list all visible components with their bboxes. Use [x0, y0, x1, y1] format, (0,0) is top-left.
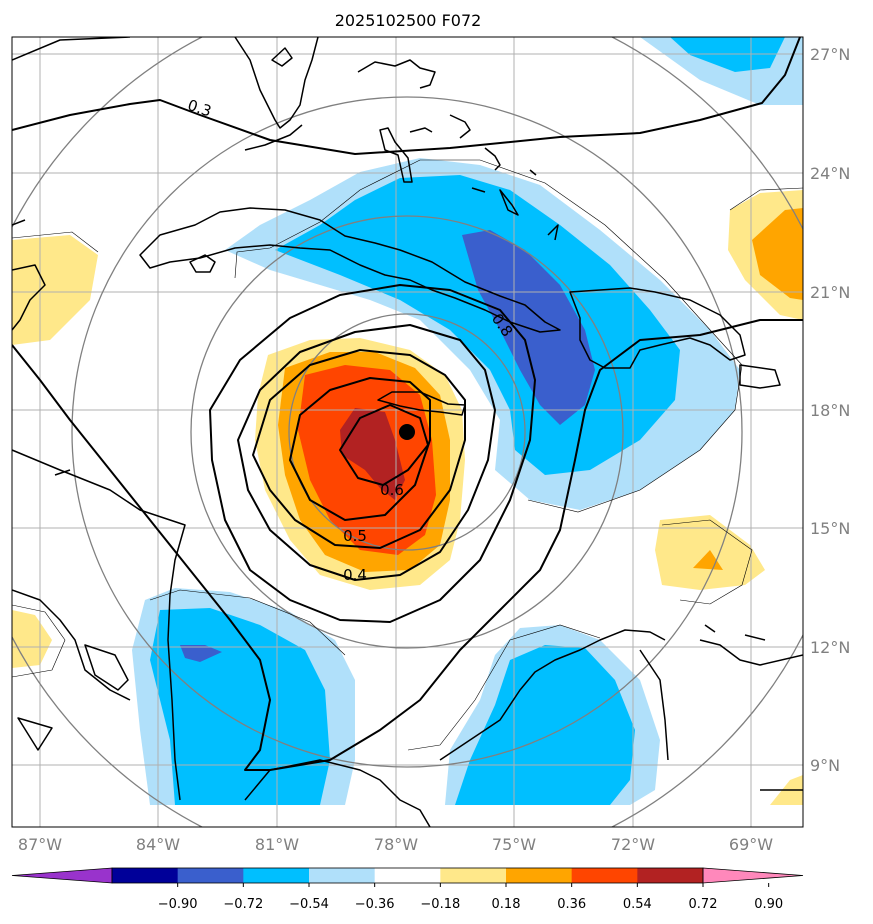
contour-label-0.4: 0.4 — [343, 566, 367, 584]
colorbar-box — [309, 868, 376, 883]
map-panel: 0.3 0.8 0.6 0.5 0.4 — [12, 37, 803, 827]
graticule — [12, 37, 803, 827]
colorbar-tick-label: 0.72 — [689, 897, 718, 912]
lon-tick: 84°W — [136, 835, 180, 854]
lat-tick: 27°N — [810, 45, 850, 64]
colorbar-tick-label: 0.36 — [557, 897, 586, 912]
colorbar: −0.90 −0.72 −0.54 −0.36 −0.18 0.18 0.36 0.54 0.7… — [11, 867, 804, 912]
lat-tick: 24°N — [810, 164, 850, 183]
contour-label-0.6: 0.6 — [380, 481, 404, 499]
colorbar-box — [440, 868, 507, 883]
lat-tick: 15°N — [810, 519, 850, 538]
colorbar-box — [506, 868, 573, 883]
colorbar-box — [374, 868, 441, 883]
colorbar-extension-high — [702, 867, 804, 884]
lon-tick: 69°W — [729, 835, 773, 854]
contour-label-0.5: 0.5 — [343, 527, 367, 545]
colorbar-tick-label: −0.18 — [420, 897, 460, 912]
colorbar-tick-label: −0.90 — [158, 897, 198, 912]
colorbar-tick-label: 0.54 — [623, 897, 652, 912]
map-frame — [11, 36, 804, 828]
shading-layer — [12, 37, 803, 805]
map-title: 2025102500 F072 — [335, 11, 482, 30]
contour-0.4 — [209, 284, 536, 623]
contour-0.6 — [252, 349, 466, 549]
colorbar-extension-low — [11, 867, 113, 884]
lat-tick-labels: 27°N 24°N 21°N 18°N 15°N 12°N 9°N — [810, 45, 850, 775]
lat-tick: 12°N — [810, 638, 850, 657]
range-rings — [12, 37, 803, 827]
lat-tick: 9°N — [810, 756, 840, 775]
colorbar-tick-label: 0.18 — [492, 897, 521, 912]
lon-tick: 81°W — [255, 835, 299, 854]
colorbar-box — [637, 868, 704, 883]
lon-tick: 78°W — [374, 835, 418, 854]
colorbar-tick-label: −0.72 — [223, 897, 263, 912]
field-contours — [12, 37, 803, 771]
colorbar-box — [571, 868, 638, 883]
colorbar-box — [243, 868, 310, 883]
contour-0.3 — [12, 37, 801, 155]
contour-0.5 — [237, 324, 496, 581]
colorbar-tick-label: −0.36 — [355, 897, 395, 912]
colorbar-outline — [111, 867, 704, 884]
lat-tick: 21°N — [810, 283, 850, 302]
positive-anomaly-west — [12, 235, 98, 345]
lon-tick: 87°W — [18, 835, 62, 854]
colorbar-tick-label: 0.90 — [754, 897, 783, 912]
colorbar-tick-label: −0.54 — [289, 897, 329, 912]
lon-tick-labels: 87°W 84°W 81°W 78°W 75°W 72°W 69°W — [18, 835, 773, 854]
positive-anomaly-core — [340, 408, 405, 500]
colorbar-box — [177, 868, 244, 883]
coastlines — [12, 37, 803, 827]
storm-center-marker — [399, 424, 415, 440]
colorbar-box — [112, 868, 179, 883]
lon-tick: 75°W — [492, 835, 536, 854]
lon-tick: 72°W — [611, 835, 655, 854]
lat-tick: 18°N — [810, 401, 850, 420]
